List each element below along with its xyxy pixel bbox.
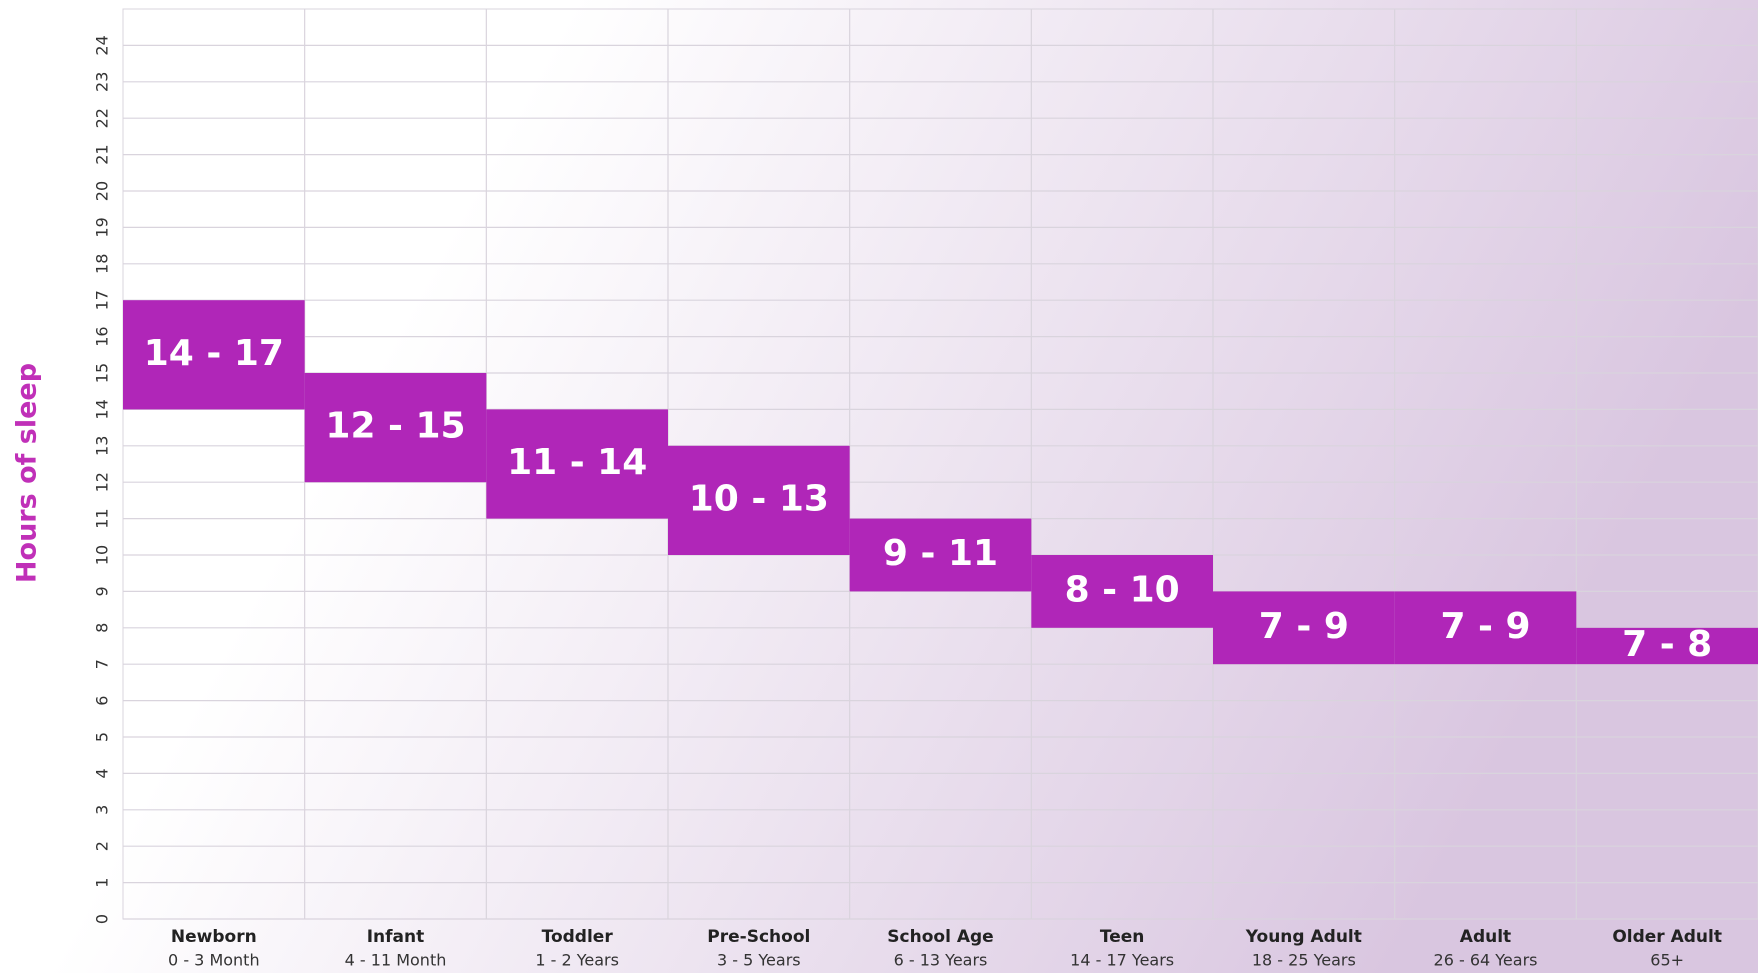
y-tick-label: 0 (93, 914, 112, 924)
value-label: 9 - 11 (883, 533, 998, 574)
y-tick-label: 14 (93, 399, 112, 419)
y-tick-label: 3 (93, 805, 112, 815)
y-tick-label: 21 (93, 144, 112, 164)
value-label: 8 - 10 (1065, 569, 1180, 610)
y-tick-label: 5 (93, 732, 112, 742)
age-range-label: 26 - 64 Years (1434, 951, 1538, 970)
age-range-label: 1 - 2 Years (535, 951, 619, 970)
y-tick-label: 13 (93, 436, 112, 456)
age-range-label: 65+ (1650, 951, 1684, 970)
y-tick-label: 17 (93, 290, 112, 310)
y-tick-label: 1 (93, 878, 112, 888)
age-range-label: 0 - 3 Month (168, 951, 260, 970)
y-axis-label: Hours of sleep (12, 363, 43, 583)
page: Hours of sleep 0123456789101112131415161… (0, 0, 1758, 973)
y-tick-label: 10 (93, 545, 112, 565)
y-tick-label: 15 (93, 363, 112, 383)
age-range-label: 14 - 17 Years (1070, 951, 1174, 970)
value-label: 7 - 9 (1259, 606, 1349, 647)
age-range-label: 4 - 11 Month (345, 951, 447, 970)
category-label: Pre-School (707, 927, 810, 947)
age-range-label: 18 - 25 Years (1252, 951, 1356, 970)
category-label: Toddler (542, 927, 614, 947)
y-tick-label: 16 (93, 326, 112, 346)
value-label: 14 - 17 (144, 333, 284, 374)
y-tick-label: 2 (93, 841, 112, 851)
value-label: 10 - 13 (689, 478, 829, 519)
category-label: Teen (1100, 927, 1145, 947)
age-range-label: 6 - 13 Years (894, 951, 988, 970)
category-label: School Age (887, 927, 993, 947)
y-tick-label: 24 (93, 35, 112, 55)
y-tick-label: 8 (93, 623, 112, 633)
category-label: Infant (367, 927, 425, 947)
y-tick-label: 23 (93, 72, 112, 92)
category-label: Young Adult (1245, 927, 1362, 947)
value-label: 7 - 8 (1622, 624, 1712, 665)
y-tick-label: 6 (93, 696, 112, 706)
value-label: 12 - 15 (325, 406, 465, 447)
y-tick-label: 7 (93, 659, 112, 669)
category-label: Adult (1460, 927, 1511, 947)
y-tick-label: 19 (93, 217, 112, 237)
y-tick-label: 4 (93, 768, 112, 778)
y-tick-label: 20 (93, 181, 112, 201)
background (0, 0, 1758, 973)
y-tick-label: 12 (93, 472, 112, 492)
y-tick-label: 18 (93, 254, 112, 274)
y-tick-label: 9 (93, 586, 112, 596)
age-range-label: 3 - 5 Years (717, 951, 801, 970)
value-label: 7 - 9 (1440, 606, 1530, 647)
y-tick-label: 11 (93, 508, 112, 528)
value-label: 11 - 14 (507, 442, 647, 483)
chart: Hours of sleep 0123456789101112131415161… (0, 0, 1758, 973)
y-tick-label: 22 (93, 108, 112, 128)
category-label: Older Adult (1612, 927, 1722, 947)
category-label: Newborn (171, 927, 257, 947)
